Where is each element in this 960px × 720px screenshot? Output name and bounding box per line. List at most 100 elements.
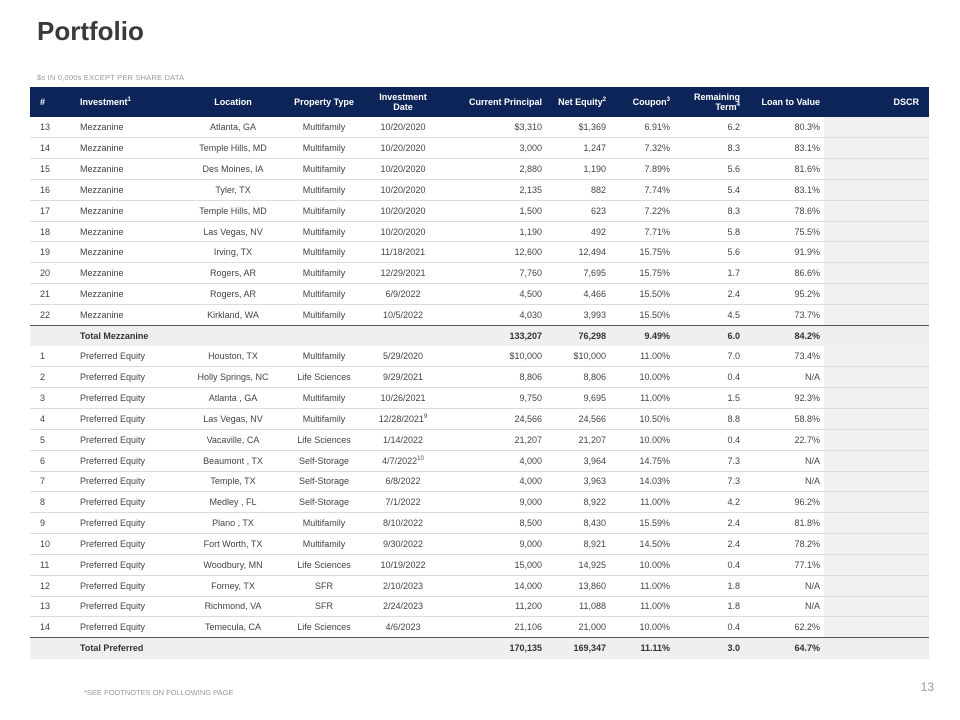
row-loan-to-value-value: N/A bbox=[804, 601, 820, 612]
row-number: 1 bbox=[30, 346, 68, 368]
row-loan-to-value-value: 22.7% bbox=[794, 434, 820, 445]
row-current-principal: 14,000 bbox=[444, 575, 546, 597]
row-loan-to-value: 77.1% bbox=[744, 554, 824, 576]
row-remaining-term: 8.3 bbox=[674, 200, 744, 222]
row-investment-value: Mezzanine bbox=[80, 268, 124, 279]
row-remaining-term-value: 7.3 bbox=[727, 476, 740, 487]
row-number: 16 bbox=[30, 179, 68, 201]
row-net-equity: 882 bbox=[546, 179, 610, 201]
table-row: 14 Mezzanine Temple Hills, MD Multifamily 10… bbox=[30, 137, 929, 160]
page-title: Portfolio bbox=[37, 16, 144, 46]
row-location-value: Temecula, CA bbox=[204, 622, 262, 633]
row-net-equity-value: 8,430 bbox=[583, 518, 606, 529]
row-number: 14 bbox=[30, 137, 68, 160]
row-investment: Preferred Equity bbox=[68, 596, 180, 618]
row-investment-value: Mezzanine bbox=[80, 226, 124, 237]
row-net-equity-value: 7,695 bbox=[583, 268, 606, 279]
row-number: 4 bbox=[30, 408, 68, 430]
header-current-principal: Current Principal bbox=[468, 97, 542, 107]
table-row: 14 Preferred Equity Temecula, CA Life Scien… bbox=[30, 616, 929, 639]
row-net-equity-value: 13,860 bbox=[578, 580, 606, 591]
row-location-value: Atlanta, GA bbox=[209, 122, 257, 133]
row-dscr bbox=[824, 221, 929, 243]
row-location: Atlanta , GA bbox=[180, 387, 286, 410]
row-dscr bbox=[824, 366, 929, 389]
row-investment-value: Preferred Equity bbox=[80, 497, 146, 508]
header-net-equity-footnote: 2 bbox=[602, 97, 606, 103]
row-current-principal: 2,880 bbox=[444, 158, 546, 180]
row-investment-value: Preferred Equity bbox=[80, 559, 146, 570]
row-dscr bbox=[824, 158, 929, 180]
row-property-type: Multifamily bbox=[286, 408, 362, 430]
row-loan-to-value-value: 83.1% bbox=[794, 184, 820, 195]
table-row: 13 Preferred Equity Richmond, VA SFR 2/24/20… bbox=[30, 596, 929, 618]
row-loan-to-value: 78.6% bbox=[744, 200, 824, 222]
row-current-principal: 4,030 bbox=[444, 304, 546, 326]
row-remaining-term: 7.0 bbox=[674, 346, 744, 368]
row-coupon-value: 10.00% bbox=[639, 434, 670, 445]
row-coupon: 10.00% bbox=[610, 429, 674, 451]
row-property-type-value: Life Sciences bbox=[297, 622, 351, 633]
row-investment: Preferred Equity bbox=[68, 387, 180, 410]
row-investment-date-value: 12/29/2021 bbox=[380, 268, 426, 279]
page-number: 13 bbox=[920, 680, 934, 694]
row-loan-to-value: 22.7% bbox=[744, 429, 824, 451]
row-net-equity: 12,494 bbox=[546, 241, 610, 264]
row-dscr bbox=[824, 346, 929, 368]
row-dscr bbox=[824, 200, 929, 222]
row-investment-value: Preferred Equity bbox=[80, 538, 146, 549]
footnote: *SEE FOOTNOTES ON FOLLOWING PAGE bbox=[84, 688, 234, 697]
row-current-principal-value: 21,207 bbox=[514, 434, 542, 445]
row-property-type-value: SFR bbox=[315, 601, 333, 612]
row-net-equity-value: 492 bbox=[590, 226, 606, 237]
row-loan-to-value-value: 62.2% bbox=[794, 622, 820, 633]
row-remaining-term: 5.6 bbox=[674, 158, 744, 180]
header-remaining-term-line1: Remaining bbox=[693, 92, 740, 102]
row-loan-to-value: N/A bbox=[744, 575, 824, 597]
row-investment-date: 7/1/2022 bbox=[362, 491, 444, 514]
row-loan-to-value-value: N/A bbox=[804, 455, 820, 466]
total-label: Total Preferred bbox=[68, 637, 180, 659]
header-net-equity: Net Equity2 bbox=[546, 87, 610, 117]
row-number: 20 bbox=[30, 262, 68, 285]
row-investment-value: Preferred Equity bbox=[80, 518, 146, 529]
row-number-value: 6 bbox=[40, 455, 46, 466]
row-location-value: Vacaville, CA bbox=[206, 434, 260, 445]
row-number-value: 13 bbox=[40, 601, 51, 612]
table-row: 18 Mezzanine Las Vegas, NV Multifamily 10/20… bbox=[30, 221, 929, 243]
row-investment-value: Preferred Equity bbox=[80, 601, 146, 612]
row-net-equity: 8,806 bbox=[546, 366, 610, 389]
row-property-type-value: Life Sciences bbox=[297, 559, 351, 570]
total-empty-cell bbox=[30, 325, 68, 347]
row-investment-date: 9/30/2022 bbox=[362, 533, 444, 555]
row-location-value: Rogers, AR bbox=[209, 289, 257, 300]
row-current-principal-value: 15,000 bbox=[514, 559, 542, 570]
row-number-value: 1 bbox=[40, 351, 46, 362]
row-net-equity: 1,247 bbox=[546, 137, 610, 160]
row-remaining-term-value: 8.3 bbox=[727, 205, 740, 216]
row-coupon: 10.50% bbox=[610, 408, 674, 430]
row-investment-value: Preferred Equity bbox=[80, 393, 146, 404]
row-property-type: Multifamily bbox=[286, 512, 362, 535]
header-coupon-footnote: 3 bbox=[666, 97, 670, 103]
row-property-type: Self-Storage bbox=[286, 450, 362, 472]
row-coupon: 7.22% bbox=[610, 200, 674, 222]
header-investment: Investment1 bbox=[68, 87, 180, 117]
row-location: Temple Hills, MD bbox=[180, 137, 286, 160]
total-empty-cell bbox=[362, 637, 444, 659]
row-coupon-value: 7.32% bbox=[644, 143, 670, 154]
row-coupon-value: 10.00% bbox=[639, 559, 670, 570]
row-remaining-term: 1.8 bbox=[674, 575, 744, 597]
table-row: 11 Preferred Equity Woodbury, MN Life Scien… bbox=[30, 554, 929, 576]
row-net-equity: 21,207 bbox=[546, 429, 610, 451]
row-investment-date-value: 2/24/2023 bbox=[382, 601, 424, 612]
row-remaining-term-value: 4.2 bbox=[727, 497, 740, 508]
row-property-type: Multifamily bbox=[286, 304, 362, 326]
row-coupon-value: 15.50% bbox=[639, 289, 670, 300]
row-investment-date: 2/24/2023 bbox=[362, 596, 444, 618]
row-investment: Mezzanine bbox=[68, 304, 180, 326]
row-coupon-value: 15.59% bbox=[639, 518, 670, 529]
row-dscr bbox=[824, 471, 929, 493]
row-dscr bbox=[824, 179, 929, 201]
row-investment-date-value: 11/18/2021 bbox=[380, 247, 426, 258]
